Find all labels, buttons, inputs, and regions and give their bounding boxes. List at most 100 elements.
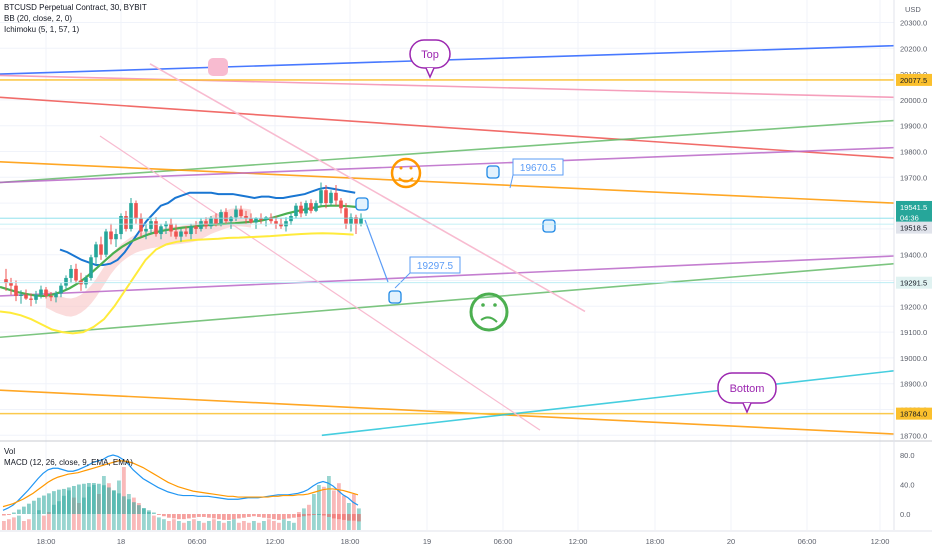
macd-histogram-bar: [347, 514, 351, 521]
candle-body: [254, 218, 258, 223]
macd-histogram-bar: [62, 488, 66, 514]
candle-body: [49, 295, 53, 298]
macd-histogram-bar: [52, 491, 56, 514]
candle-body: [104, 231, 108, 255]
price-badge: [896, 407, 932, 420]
macd-histogram-bar: [157, 514, 161, 515]
time-axis[interactable]: 18:00 18 06:00 12:00 18:00 19 06:00 12:00 18:00 2…: [0, 530, 932, 546]
macd-histogram-bar: [147, 510, 151, 514]
macd-histogram-bar: [322, 514, 326, 516]
arrow-line: [364, 219, 389, 283]
trend-line: [0, 74, 895, 99]
macd-tick-label: 0.0: [900, 510, 910, 519]
macd-tick-label: 40.0: [900, 481, 915, 490]
macd-histogram-bar: [242, 514, 246, 518]
macd-histogram-bar: [32, 500, 36, 514]
price-axis[interactable]: USD20300.020200.020100.020000.019900.019…: [0, 0, 932, 530]
macd-histogram-bar: [297, 514, 301, 517]
smiley-icon-eye: [399, 166, 403, 170]
volume-bar: [52, 504, 56, 530]
macd-histogram-bar: [67, 487, 71, 514]
volume-bar: [292, 522, 296, 530]
signal-line: [2, 460, 359, 508]
bottom-callout: Bottom: [730, 383, 765, 395]
volume-bar: [157, 517, 161, 530]
candle-body: [119, 216, 123, 235]
callout-high: 19670.5: [520, 163, 557, 174]
macd-histogram-bar: [117, 493, 121, 514]
price-tick-label: 19700.0: [900, 173, 927, 182]
volume-bar: [307, 504, 311, 530]
confused-face-icon: [469, 292, 509, 332]
candle-body: [354, 217, 358, 224]
candle-body: [189, 226, 193, 235]
trend-line: [149, 63, 586, 313]
candle-body: [274, 221, 278, 224]
volume-bar: [257, 522, 261, 530]
macd-histogram-bar: [202, 514, 206, 517]
volume-bar: [302, 508, 306, 530]
macd-histogram-bar: [247, 514, 251, 517]
macd-histogram-bar: [87, 483, 91, 514]
candle-body: [279, 223, 283, 227]
ichimoku-legend[interactable]: Ichimoku (5, 1, 57, 1): [4, 25, 80, 34]
macd-histogram-bar: [312, 514, 316, 515]
price-badge: [896, 73, 932, 86]
price-badge-label: 20077.5: [900, 76, 927, 85]
volume-bar: [262, 521, 266, 530]
price-tick-label: 19000.0: [900, 354, 927, 363]
symbol-title[interactable]: BTCUSD Perpetual Contract, 30, BYBIT: [4, 3, 147, 12]
candle-body: [89, 257, 93, 278]
volume-bar: [322, 486, 326, 530]
candle-body: [359, 218, 363, 224]
volume-bar: [27, 519, 31, 530]
trend-lines[interactable]: [0, 44, 895, 437]
candle-body: [54, 293, 58, 298]
macd-legend[interactable]: MACD (12, 26, close, 9, EMA, EMA): [4, 458, 133, 467]
drawings[interactable]: Top Bottom 19670.5 19297.5: [208, 39, 777, 414]
volume-bar: [212, 519, 216, 530]
volume-bar: [287, 521, 291, 530]
price-tick-label: 19200.0: [900, 302, 927, 311]
hand-pointer-icon: [355, 197, 369, 211]
macd-histogram-bar: [17, 509, 21, 514]
macd-histogram-bar: [282, 514, 286, 520]
volume-bar: [312, 494, 316, 530]
macd-histogram-bar: [307, 514, 311, 516]
macd-histogram-bar: [287, 514, 291, 519]
candle-body: [324, 190, 328, 204]
candle-body: [309, 203, 313, 211]
currency-label: USD: [905, 5, 921, 14]
volume-bar: [277, 522, 281, 530]
macd-histogram-bar: [122, 496, 126, 514]
candle-body: [229, 217, 233, 222]
macd-histogram-bar: [72, 485, 76, 514]
trend-line: [0, 389, 895, 435]
candle-body: [199, 221, 203, 229]
price-tick-label: 20000.0: [900, 96, 927, 105]
trend-line: [0, 146, 895, 184]
volume-bar: [12, 517, 16, 530]
candle-body: [4, 279, 8, 284]
volume-bar: [267, 519, 271, 530]
macd-histogram-bar: [132, 502, 136, 514]
candle-body: [259, 218, 263, 220]
lower-pane-legend: Vol MACD (12, 26, close, 9, EMA, EMA): [4, 446, 133, 468]
macd-histogram-bar: [192, 514, 196, 518]
candle-body: [239, 209, 243, 216]
confused-face-icon-eye: [493, 303, 497, 307]
candle-body: [314, 203, 318, 211]
candle-body: [214, 218, 218, 224]
bb-legend[interactable]: BB (20, close, 2, 0): [4, 14, 73, 23]
candle-body: [44, 289, 48, 296]
candle-body: [149, 221, 153, 229]
macd-histogram-bar: [112, 490, 116, 514]
macd-histogram-bar: [57, 489, 61, 514]
trend-line: [321, 370, 895, 437]
volume-bar: [317, 485, 321, 530]
candle-body: [184, 231, 188, 235]
volume-bar: [57, 501, 61, 530]
main-grid: [0, 0, 932, 530]
vol-legend[interactable]: Vol: [4, 447, 16, 456]
